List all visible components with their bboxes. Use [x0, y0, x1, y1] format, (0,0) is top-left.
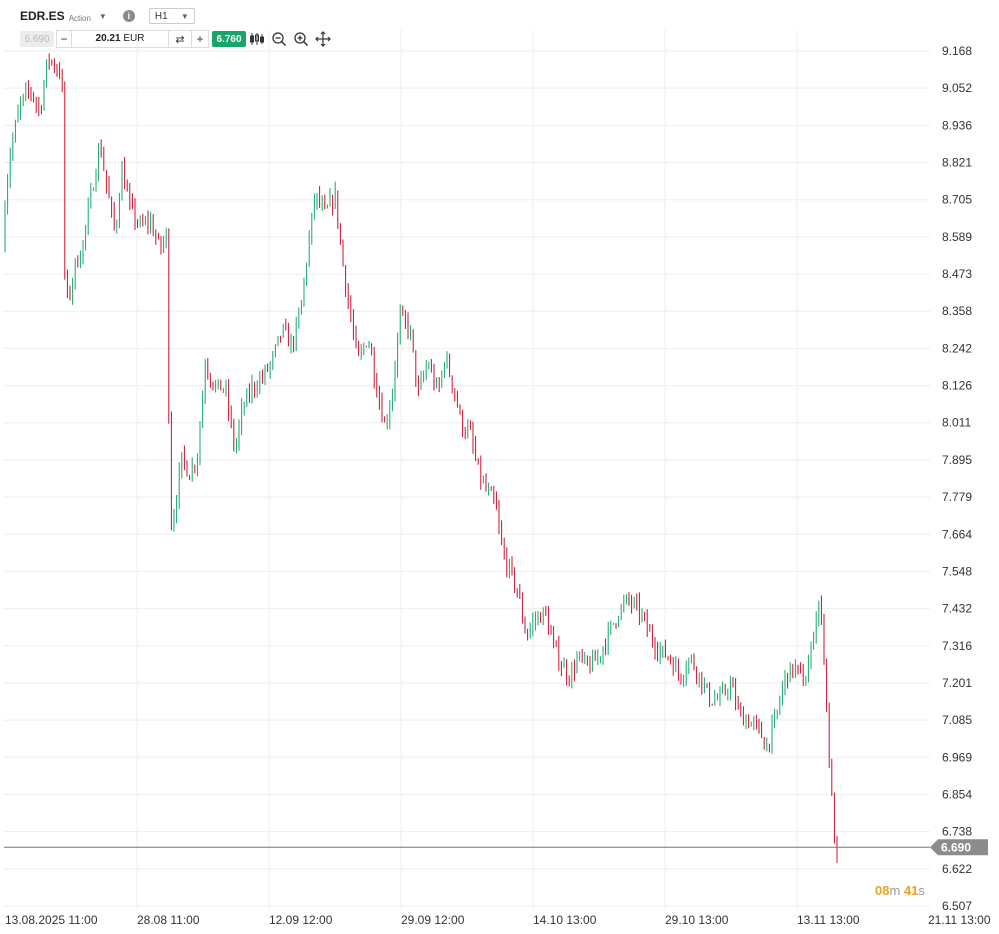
x-tick-label: 28.08 11:00: [137, 913, 200, 927]
x-tick-label: 13.08.2025 11:00: [5, 913, 98, 927]
x-tick-label: 29.09 12:00: [401, 913, 465, 927]
y-tick-label: 7.201: [942, 676, 972, 690]
x-tick-label: 12.09 12:00: [269, 913, 333, 927]
sell-button[interactable]: 6.690: [20, 31, 54, 47]
y-tick-label: 8.011: [942, 416, 971, 430]
y-tick-label: 8.358: [942, 304, 972, 318]
zoom-in-icon[interactable]: [290, 30, 312, 48]
y-tick-label: 7.548: [942, 564, 972, 578]
y-tick-label: 6.738: [942, 825, 972, 839]
quantity-stepper: − 20.21 EUR ⇄ +: [56, 30, 209, 48]
y-tick-label: 9.052: [942, 81, 972, 95]
crosshair-move-icon[interactable]: [312, 30, 334, 48]
countdown-minutes-unit: m: [889, 883, 901, 898]
buy-button[interactable]: 6.760: [212, 31, 246, 47]
y-tick-label: 8.705: [942, 193, 972, 207]
y-tick-label: 8.126: [942, 379, 972, 393]
y-tick-label: 7.895: [942, 453, 972, 467]
info-icon[interactable]: i: [122, 10, 135, 22]
current-price-line: 6.690: [4, 839, 988, 856]
timeframe-value: H1: [154, 10, 168, 22]
x-tick-label: 14.10 13:00: [533, 913, 597, 927]
y-tick-label: 8.589: [942, 230, 972, 244]
countdown-minutes: 08: [875, 883, 890, 898]
y-tick-label: 8.473: [942, 267, 972, 281]
x-tick-label: 13.11 13:00: [797, 913, 860, 927]
candlestick-series: [4, 53, 838, 863]
symbol-type: Action: [68, 13, 91, 23]
y-tick-label: 7.664: [942, 527, 972, 541]
symbol-name[interactable]: EDR.ES: [20, 9, 65, 23]
y-tick-label: 7.779: [942, 490, 972, 504]
y-tick-label: 8.242: [942, 341, 972, 355]
y-tick-label: 7.316: [942, 639, 972, 653]
decrease-quantity-button[interactable]: −: [60, 32, 68, 46]
x-tick-label: 21.11 13:00: [928, 913, 991, 927]
y-tick-label: 6.622: [942, 862, 972, 876]
y-tick-label: 7.432: [942, 602, 972, 616]
y-tick-label: 7.085: [942, 713, 972, 727]
quantity-value: 20.21: [95, 33, 121, 44]
y-tick-label: 9.168: [942, 44, 972, 58]
y-tick-label: 8.936: [942, 118, 972, 132]
candle-countdown: 08m 41s: [875, 883, 925, 898]
y-tick-label: 6.507: [942, 899, 972, 913]
chevron-down-icon: ▼: [180, 11, 189, 21]
zoom-out-icon[interactable]: [268, 30, 290, 48]
quantity-currency: EUR: [123, 33, 145, 44]
chart-grid: [4, 30, 930, 911]
countdown-seconds-unit: s: [918, 883, 925, 898]
current-price-label: 6.690: [941, 841, 971, 855]
header-bar: EDR.ES Action ▼ i H1 ▼: [20, 6, 195, 26]
chevron-down-icon[interactable]: ▼: [98, 11, 107, 21]
increase-quantity-button[interactable]: +: [191, 31, 208, 47]
x-tick-label: 29.10 13:00: [665, 913, 729, 927]
swap-icon[interactable]: ⇄: [175, 33, 185, 46]
current-price-label-bg: [930, 839, 988, 856]
countdown-seconds: 41: [903, 883, 919, 898]
axes: 9.168 9.052 8.936 8.821 8.705 8.589 8.473 8.358…: [5, 44, 991, 927]
candlestick-icon[interactable]: [246, 30, 268, 48]
timeframe-select[interactable]: H1 ▼: [148, 8, 195, 24]
y-tick-label: 6.854: [942, 787, 972, 801]
quantity-input[interactable]: 20.21 EUR: [71, 31, 169, 47]
y-tick-label: 6.969: [942, 750, 972, 764]
trade-bar: 6.690 − 20.21 EUR ⇄ + 6.760: [20, 30, 334, 48]
y-tick-label: 8.821: [942, 156, 972, 170]
